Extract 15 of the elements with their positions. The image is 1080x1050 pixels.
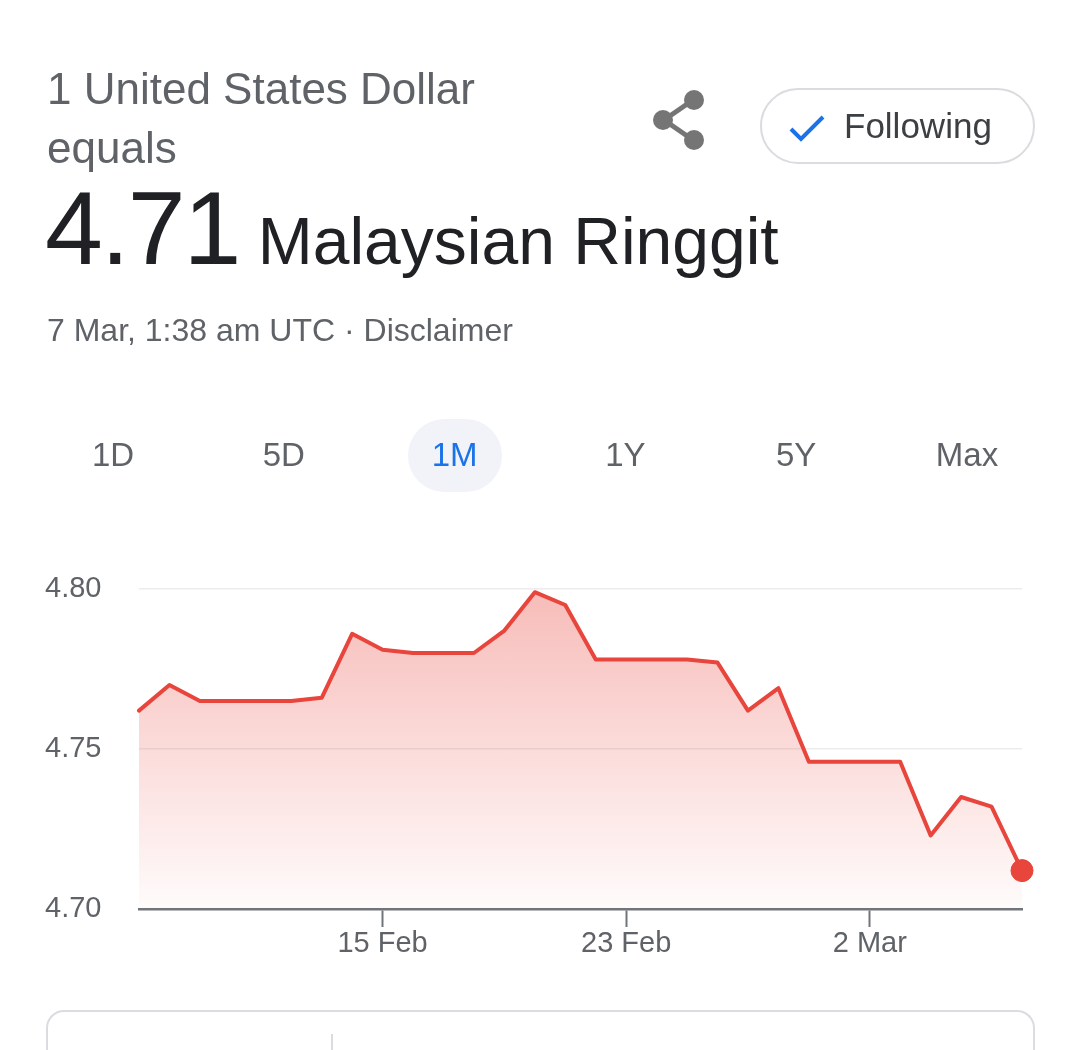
text: 1M [431, 436, 478, 474]
follow-button: Following [760, 88, 1035, 164]
text: 1D [91, 436, 135, 474]
text: 5Y [776, 436, 817, 474]
x-tick-label: 2 Mar [832, 926, 908, 959]
text: 5D [262, 436, 305, 474]
text: 1Y [605, 436, 646, 474]
text: Max [935, 436, 999, 474]
y-tick-label: 4.70 [45, 891, 102, 923]
text: 7 Mar, 1:38 am UTC · Disclaimer [47, 311, 513, 350]
x-tick-label: 15 Feb [337, 926, 428, 959]
chart-title: 1 United States Dollar equals [47, 63, 476, 174]
y-tick-label: 4.80 [45, 571, 102, 603]
y-tick-label: 4.75 [45, 731, 102, 763]
x-tick-label: 23 Feb [581, 926, 672, 959]
